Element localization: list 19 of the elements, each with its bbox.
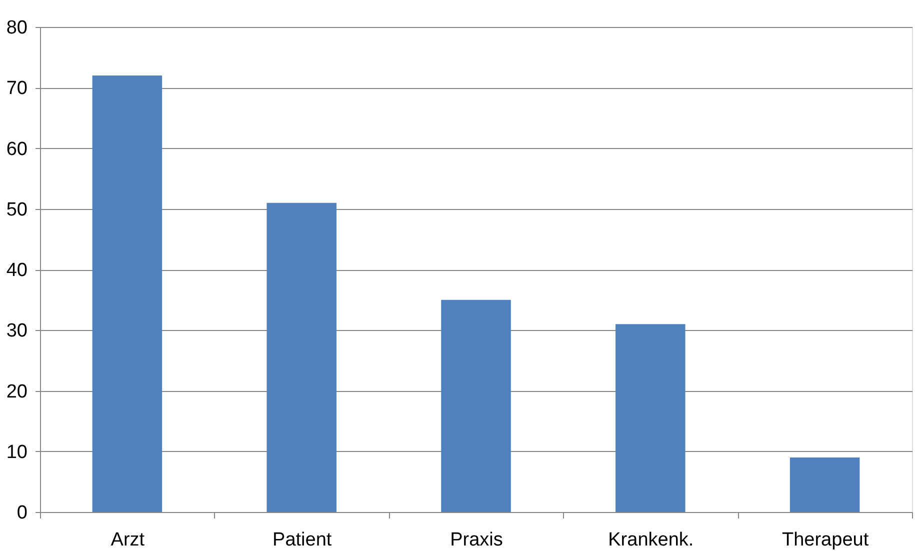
y-tick-label: 50 [6,199,28,220]
y-tick-label: 60 [6,138,28,160]
y-tick-label: 10 [6,442,28,463]
bar [266,202,336,512]
x-tick-label: Krankenk. [608,530,694,550]
y-tick-label: 0 [16,502,28,524]
y-tick-label: 20 [6,381,28,402]
x-tick-label: Patient [272,530,332,550]
y-tick-label: 70 [6,78,28,100]
y-tick-label: 30 [6,320,28,342]
bar [790,457,860,512]
bar [441,300,511,512]
y-tick-label: 80 [6,18,28,38]
bar [92,76,162,512]
bar [616,324,686,512]
y-tick-label: 40 [6,260,28,281]
x-tick-label: Therapeut [782,530,870,550]
x-tick-label: Arzt [110,530,146,550]
x-tick-label: Praxis [450,530,503,550]
